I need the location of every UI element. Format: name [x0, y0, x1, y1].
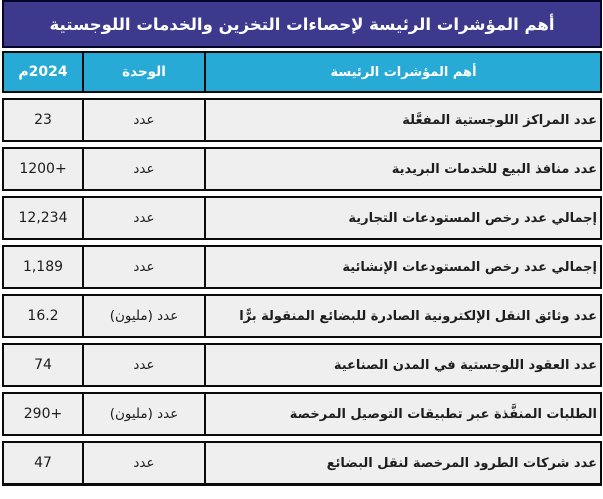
indicator-cell: إجمالي عدد رخص المستودعات الإنشائية: [204, 245, 602, 289]
unit-cell: عدد: [82, 343, 204, 387]
unit-cell: عدد (مليون): [82, 294, 204, 338]
column-header-unit: الوحدة: [82, 51, 204, 93]
table-body: أهم المؤشرات الرئيسة الوحدة 2024م عدد ال…: [2, 51, 602, 485]
column-header-year: 2024م: [2, 51, 82, 93]
indicators-table: أهم المؤشرات الرئيسة لإحصاءات التخزين وا…: [2, 0, 602, 486]
table-row: عدد وثائق النقل الإلكترونية الصادرة للبض…: [2, 294, 602, 338]
table-row: عدد العقود اللوجستية في المدن الصناعية ع…: [2, 343, 602, 387]
indicator-cell: عدد شركات الطرود المرخصة لنقل البضائع: [204, 441, 602, 485]
unit-cell: عدد: [82, 98, 204, 142]
value-cell: 12,234: [2, 196, 82, 240]
value-cell: 23: [2, 98, 82, 142]
value-cell: 47: [2, 441, 82, 485]
indicator-cell: الطلبات المنفَّذة عبر تطبيقات التوصيل ال…: [204, 392, 602, 436]
unit-cell: عدد: [82, 196, 204, 240]
unit-cell: عدد (مليون): [82, 392, 204, 436]
indicator-cell: إجمالي عدد رخص المستودعات التجارية: [204, 196, 602, 240]
table-row: إجمالي عدد رخص المستودعات الإنشائية عدد …: [2, 245, 602, 289]
table-row: عدد المراكز اللوجستية المفعَّلة عدد 23: [2, 98, 602, 142]
table-row: الطلبات المنفَّذة عبر تطبيقات التوصيل ال…: [2, 392, 602, 436]
column-header-indicator: أهم المؤشرات الرئيسة: [204, 51, 602, 93]
table-row: إجمالي عدد رخص المستودعات التجارية عدد 1…: [2, 196, 602, 240]
value-cell: 290+: [2, 392, 82, 436]
indicator-cell: عدد منافذ البيع للخدمات البريدية: [204, 147, 602, 191]
indicator-cell: عدد المراكز اللوجستية المفعَّلة: [204, 98, 602, 142]
value-cell: 16.2: [2, 294, 82, 338]
value-cell: 74: [2, 343, 82, 387]
unit-cell: عدد: [82, 441, 204, 485]
unit-cell: عدد: [82, 245, 204, 289]
indicator-cell: عدد وثائق النقل الإلكترونية الصادرة للبض…: [204, 294, 602, 338]
table-title: أهم المؤشرات الرئيسة لإحصاءات التخزين وا…: [2, 0, 602, 48]
title-divider: [2, 48, 602, 51]
unit-cell: عدد: [82, 147, 204, 191]
value-cell: 1,189: [2, 245, 82, 289]
table-row: عدد منافذ البيع للخدمات البريدية عدد 120…: [2, 147, 602, 191]
value-cell: 1200+: [2, 147, 82, 191]
indicator-cell: عدد العقود اللوجستية في المدن الصناعية: [204, 343, 602, 387]
table-header-row: أهم المؤشرات الرئيسة الوحدة 2024م: [2, 51, 602, 93]
table-row: عدد شركات الطرود المرخصة لنقل البضائع عد…: [2, 441, 602, 485]
